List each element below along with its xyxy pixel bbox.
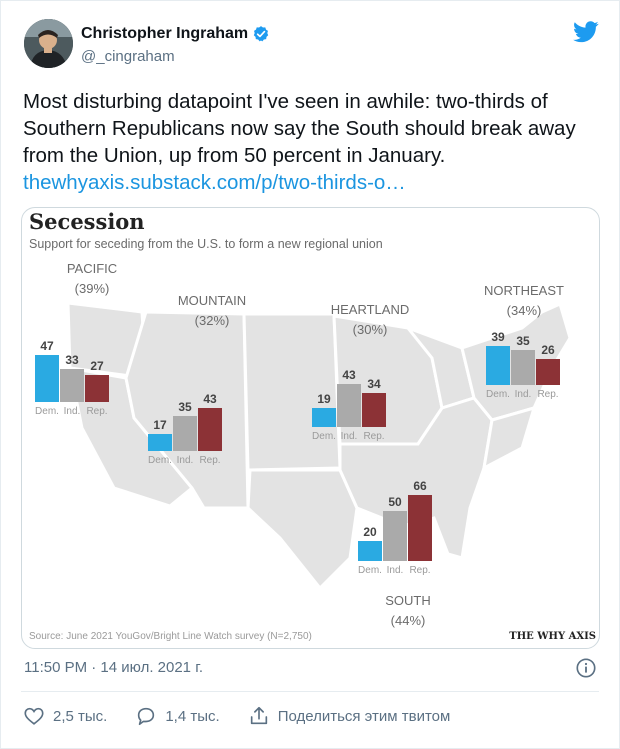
bar-value-label: 35 [178,400,192,414]
region-mountain: MOUNTAIN (32%) 17 Dem. 35 Ind. 43 Rep. [148,293,246,466]
region-name: HEARTLAND [331,302,410,317]
bar-dem [312,408,336,427]
category-label: Dem. [35,406,59,417]
reply-count: 1,4 тыс. [165,707,220,725]
category-label: Ind. [515,389,532,400]
bar-value-label: 43 [203,392,217,406]
category-label: Ind. [341,431,358,442]
bar-dem [35,355,59,402]
map-mid-atlantic [482,405,537,471]
bar-value-label: 39 [491,330,505,344]
twitter-bird-icon[interactable] [573,21,599,43]
category-label: Dem. [148,455,172,466]
info-icon[interactable] [575,657,597,679]
tweet-link[interactable]: thewhyaxis.substack.com/p/two-thirds-o… [23,171,406,194]
bar-value-label: 47 [40,339,54,353]
region-total: (44%) [391,613,426,628]
tweet-text: Most disturbing datapoint I've seen in a… [23,88,603,196]
chart-title: Secession [29,209,145,234]
bar-value-label: 66 [413,479,427,493]
region-name: PACIFIC [67,261,117,276]
bar-value-label: 20 [363,525,377,539]
bar-value-label: 17 [153,418,167,432]
bar-dem [486,346,510,385]
bar-ind [337,384,361,427]
share-icon [250,706,267,725]
region-pacific: PACIFIC (39%) 47 Dem. 33 Ind. 27 Rep. [35,261,117,417]
region-groups: PACIFIC (39%) 47 Dem. 33 Ind. 27 Rep. MOUNTAIN (3… [35,261,564,628]
like-button[interactable]: 2,5 тыс. [23,705,107,727]
category-label: Rep. [537,389,558,400]
chart-source: Source: June 2021 YouGov/Bright Line Wat… [29,631,312,642]
region-name: MOUNTAIN [178,293,246,308]
bar-ind [383,511,407,561]
bar-value-label: 19 [317,392,331,406]
reply-button[interactable]: 1,4 тыс. [135,705,220,727]
heart-icon [24,707,44,725]
category-label: Rep. [199,455,220,466]
category-label: Rep. [363,431,384,442]
chart-brand: THE WHY AXIS [509,631,596,642]
secession-chart: Secession Support for seceding from the … [29,209,596,642]
bar-value-label: 34 [367,377,381,391]
bar-value-label: 27 [90,359,104,373]
map-texas [246,468,359,591]
region-total: (32%) [195,313,230,328]
share-label: Поделиться этим твитом [277,707,451,725]
bar-value-label: 50 [388,495,402,509]
like-count: 2,5 тыс. [53,707,108,725]
category-label: Rep. [409,565,430,576]
author-name[interactable]: Christopher Ingraham [81,25,270,43]
category-label: Dem. [312,431,336,442]
region-heartland: HEARTLAND (30%) 19 Dem. 43 Ind. 34 Rep. [312,302,409,442]
tweet-timestamp[interactable]: 11:50 PM · 14 июл. 2021 г. [24,659,204,676]
share-button[interactable]: Поделиться этим твитом [248,705,451,727]
region-northeast: NORTHEAST (34%)39 Dem. 35 Ind. 26 Rep. [484,283,564,400]
avatar[interactable] [24,19,73,68]
tweet-body: Most disturbing datapoint I've seen in a… [23,90,576,167]
region-total: (34%) [507,303,542,318]
category-label: Ind. [64,406,81,417]
bar-rep [408,495,432,561]
divider [21,691,599,692]
bar-value-label: 43 [342,368,356,382]
bar-ind [60,369,84,402]
bar-rep [536,359,560,385]
bar-dem [148,434,172,451]
bar-ind [173,416,197,451]
bar-dem [358,541,382,561]
region-total: (30%) [353,322,388,337]
verified-badge-icon [253,26,269,42]
region-name: SOUTH [385,593,431,608]
bar-rep [85,375,109,402]
category-label: Rep. [86,406,107,417]
media-card[interactable]: Secession Support for seceding from the … [21,207,600,649]
category-label: Ind. [177,455,194,466]
author-name-text: Christopher Ingraham [81,25,249,42]
bar-rep [362,393,386,427]
bar-ind [511,350,535,385]
map-south-east [338,396,494,560]
action-bar: 2,5 тыс. 1,4 тыс. Поделиться этим твитом [23,705,478,727]
bar-value-label: 33 [65,353,79,367]
category-label: Ind. [387,565,404,576]
bar-rep [198,408,222,451]
region-name: NORTHEAST [484,283,564,298]
bar-value-label: 26 [541,343,555,357]
chart-subtitle: Support for seceding from the U.S. to fo… [29,237,383,251]
us-map-silhouette [66,301,572,591]
category-label: Dem. [358,565,382,576]
author-handle[interactable]: @_cingraham [81,48,175,65]
avatar-photo [24,19,73,68]
region-south: SOUTH (44%) 20 Dem. 50 Ind. 66 Rep. [358,479,432,628]
reply-bubble-icon [138,707,155,726]
bar-value-label: 35 [516,334,530,348]
region-total: (39%) [75,281,110,296]
category-label: Dem. [486,389,510,400]
